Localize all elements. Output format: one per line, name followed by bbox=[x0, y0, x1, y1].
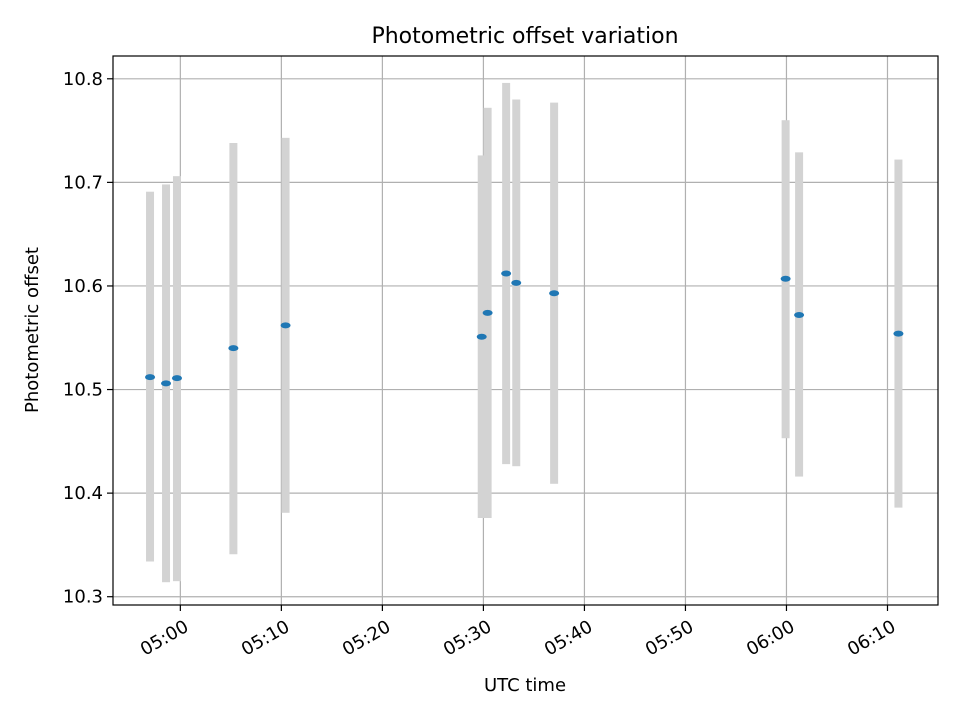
y-tick-label: 10.6 bbox=[63, 276, 103, 297]
data-point bbox=[171, 375, 182, 382]
data-point bbox=[893, 330, 904, 337]
y-axis-ticks: 10.3 10.4 10.5 10.6 10.7 10.8 bbox=[63, 69, 113, 608]
x-axis-label: UTC time bbox=[484, 675, 566, 696]
data-points bbox=[145, 270, 904, 387]
y-tick-label: 10.8 bbox=[63, 69, 103, 90]
y-tick-label: 10.3 bbox=[63, 587, 103, 608]
data-point bbox=[794, 311, 805, 318]
data-point bbox=[549, 290, 560, 297]
data-point bbox=[280, 322, 291, 329]
y-tick-label: 10.7 bbox=[63, 172, 103, 193]
y-tick-label: 10.4 bbox=[63, 483, 103, 504]
data-point bbox=[228, 345, 239, 352]
data-point bbox=[780, 275, 791, 282]
data-point bbox=[482, 309, 493, 316]
data-point bbox=[501, 270, 512, 277]
y-tick-label: 10.5 bbox=[63, 380, 103, 401]
data-point bbox=[145, 374, 156, 381]
chart-title: Photometric offset variation bbox=[371, 24, 678, 49]
data-point bbox=[476, 333, 487, 340]
axes-frame bbox=[112, 55, 939, 606]
data-point bbox=[161, 380, 172, 387]
data-point bbox=[511, 279, 522, 286]
y-axis-label: Photometric offset bbox=[22, 247, 43, 413]
